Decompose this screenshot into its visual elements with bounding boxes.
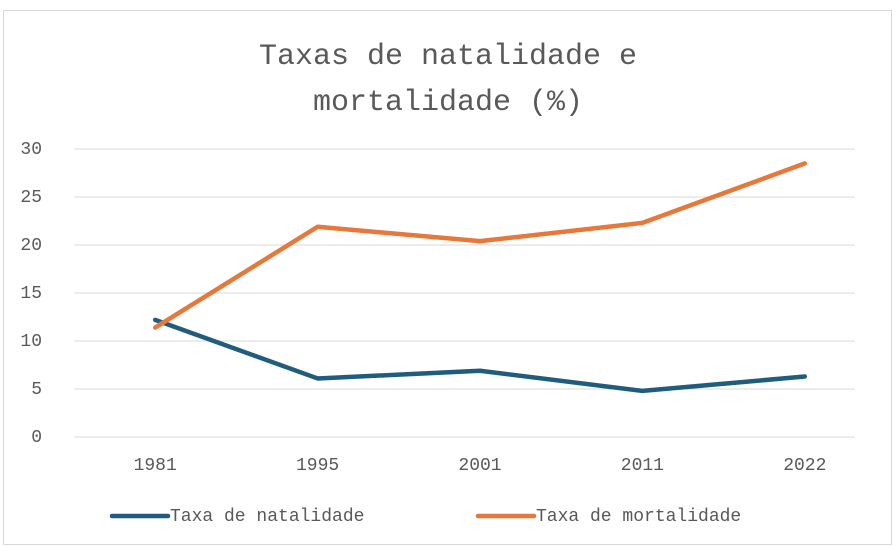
y-tick-label: 10	[20, 332, 42, 352]
y-tick-label: 20	[20, 236, 42, 256]
y-tick-label: 30	[20, 140, 42, 160]
data-line	[152, 161, 808, 330]
x-tick-label: 1981	[134, 456, 177, 476]
y-tick-label: 15	[20, 284, 42, 304]
legend-label: Taxa de natalidade	[170, 507, 364, 527]
y-tick-label: 25	[20, 188, 42, 208]
legend-label: Taxa de mortalidade	[536, 507, 741, 527]
y-tick-label: 0	[31, 428, 42, 448]
chart-title: Taxas de natalidade e mortalidade (%)	[258, 40, 638, 120]
y-tick-label: 5	[31, 380, 42, 400]
x-tick-label: 2011	[621, 456, 664, 476]
data-line	[152, 317, 808, 394]
x-tick-label: 2001	[458, 456, 501, 476]
x-tick-label: 1995	[296, 456, 339, 476]
x-tick-label: 2022	[783, 456, 826, 476]
chart-border	[3, 10, 892, 545]
